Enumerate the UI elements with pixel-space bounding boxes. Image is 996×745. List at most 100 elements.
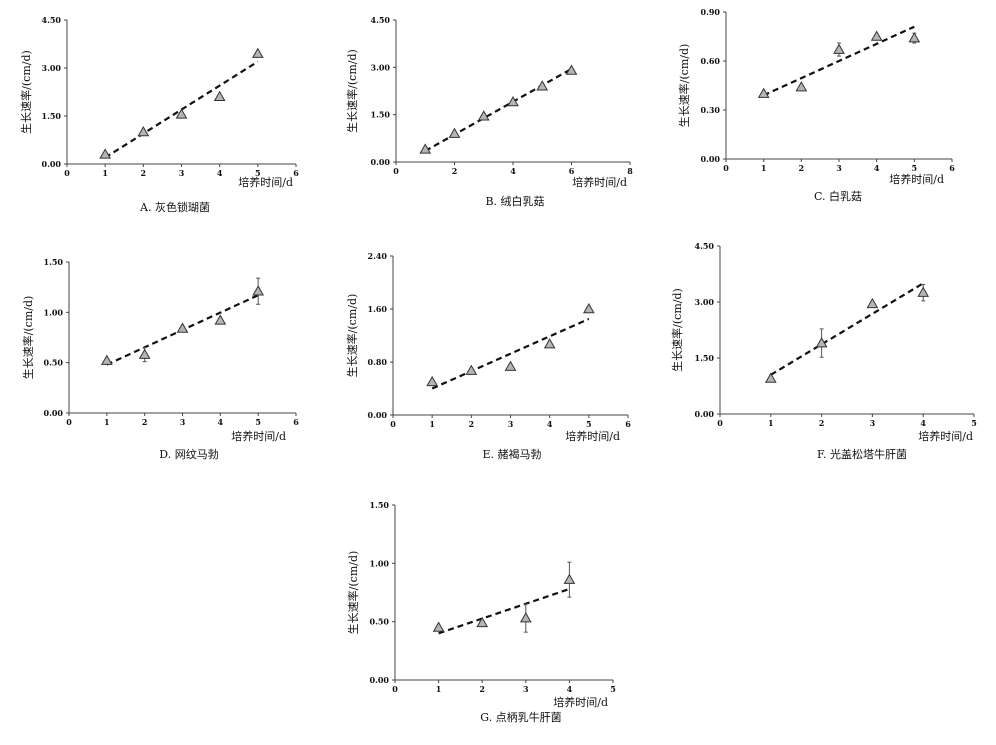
y-tick-label: 1.00 xyxy=(44,307,64,317)
y-tick-label: 0.00 xyxy=(695,409,715,419)
x-tick-label: 4 xyxy=(510,166,516,176)
data-point-triangle xyxy=(543,338,556,349)
x-tick-label: 4 xyxy=(217,168,223,178)
x-tick-label: 1 xyxy=(429,419,435,429)
y-tick-label: 0.00 xyxy=(368,410,388,420)
panel-caption: C. 白乳菇 xyxy=(814,189,862,203)
x-tick-label: 1 xyxy=(768,418,774,428)
x-tick-label: 5 xyxy=(255,417,261,427)
x-tick-label: 4 xyxy=(874,163,880,173)
data-point-triangle xyxy=(251,47,264,58)
data-point-triangle xyxy=(764,372,777,383)
y-tick-label: 1.50 xyxy=(42,111,62,121)
y-tick-label: 0.80 xyxy=(368,357,388,367)
y-tick-label: 3.00 xyxy=(42,63,62,73)
x-axis-label: 培养时间/d xyxy=(231,429,286,443)
data-point-triangle xyxy=(465,364,478,375)
data-point-triangle xyxy=(432,621,445,632)
y-tick-label: 0.60 xyxy=(701,56,721,66)
x-tick-label: 3 xyxy=(179,168,185,178)
x-tick-label: 8 xyxy=(627,166,633,176)
y-tick-label: 3.00 xyxy=(371,62,391,72)
x-tick-label: 4 xyxy=(920,418,926,428)
chart-panel: 0.00 1.50 3.00 4.50 0 1 2 3 4 5 生长速率/(cm/d) 培养时间/d F… xyxy=(670,241,977,461)
x-axis-label: 培养时间/d xyxy=(553,695,608,709)
data-point-triangle xyxy=(137,125,150,137)
chart-panel: 0.00 0.50 1.00 1.50 0 1 2 3 4 5 6 生长速率/(cm/d) 培养时间/d… xyxy=(21,257,299,461)
panel-caption: A. 灰色锁瑚菌 xyxy=(139,200,210,214)
y-tick-label: 4.50 xyxy=(42,15,62,25)
y-axis-label: 生长速率/(cm/d) xyxy=(345,294,359,378)
x-tick-label: 2 xyxy=(479,684,485,694)
y-tick-label: 0.00 xyxy=(42,159,62,169)
y-tick-label: 1.50 xyxy=(44,257,64,267)
x-tick-label: 1 xyxy=(102,168,108,178)
data-point-triangle xyxy=(175,108,188,119)
x-tick-label: 5 xyxy=(255,168,261,178)
trend-line xyxy=(770,282,924,376)
chart-panel: 0.00 0.50 1.00 1.50 0 1 2 3 4 5 生长速率/(cm/d) 培养时间/dG… xyxy=(346,500,616,724)
y-tick-label: 0.00 xyxy=(371,157,391,167)
data-point-triangle xyxy=(477,110,490,121)
x-tick-label: 0 xyxy=(66,417,72,427)
x-tick-label: 5 xyxy=(912,163,918,173)
y-tick-label: 0.50 xyxy=(44,358,64,368)
x-tick-label: 6 xyxy=(569,166,575,176)
x-tick-label: 0 xyxy=(64,168,70,178)
trend-line xyxy=(438,587,570,635)
y-tick-label: 1.50 xyxy=(370,500,390,510)
data-point-triangle xyxy=(213,90,226,102)
data-point-triangle xyxy=(419,143,432,154)
x-tick-label: 3 xyxy=(523,684,529,694)
x-tick-label: 6 xyxy=(625,419,631,429)
x-tick-label: 4 xyxy=(567,684,573,694)
y-tick-label: 0.90 xyxy=(701,7,721,17)
x-tick-label: 3 xyxy=(180,417,186,427)
data-point-triangle xyxy=(908,32,921,43)
x-tick-label: 2 xyxy=(141,168,147,178)
x-tick-label: 1 xyxy=(104,417,110,427)
x-axis-label: 培养时间/d xyxy=(889,172,944,186)
x-tick-label: 6 xyxy=(293,417,299,427)
data-point-triangle xyxy=(815,337,828,348)
x-tick-label: 4 xyxy=(547,419,553,429)
data-point-triangle xyxy=(214,314,227,325)
y-axis-label: 生长速率/(cm/d) xyxy=(19,50,33,134)
data-point-triangle xyxy=(866,297,879,309)
y-tick-label: 1.50 xyxy=(371,110,391,120)
data-point-triangle xyxy=(917,286,930,297)
data-point-triangle xyxy=(504,360,517,371)
x-tick-label: 0 xyxy=(717,418,723,428)
trend-line xyxy=(424,67,573,152)
data-point-triangle xyxy=(426,375,439,387)
y-tick-label: 0.00 xyxy=(44,408,64,418)
x-tick-label: 2 xyxy=(142,417,148,427)
data-point-triangle xyxy=(795,81,808,92)
chart-panel: 0.00 0.80 1.60 2.40 0 1 2 3 4 5 6 生长速率/(cm/d) 培养时间/d… xyxy=(345,251,631,461)
y-tick-label: 2.40 xyxy=(368,251,388,261)
x-tick-label: 5 xyxy=(586,419,592,429)
x-tick-label: 5 xyxy=(971,418,977,428)
data-point-triangle xyxy=(99,148,112,159)
y-axis-label: 生长速率/(cm/d) xyxy=(345,49,359,133)
y-tick-label: 3.00 xyxy=(695,297,715,307)
panel-caption: G. 点柄乳牛肝菌 xyxy=(480,710,561,724)
x-tick-label: 0 xyxy=(390,419,396,429)
x-tick-label: 1 xyxy=(436,684,442,694)
y-tick-label: 1.60 xyxy=(368,304,388,314)
x-tick-label: 0 xyxy=(392,684,398,694)
y-tick-label: 4.50 xyxy=(371,15,391,25)
y-tick-label: 1.00 xyxy=(370,558,390,568)
panel-caption: D. 网纹马勃 xyxy=(159,447,218,461)
data-point-triangle xyxy=(757,87,770,98)
x-tick-label: 3 xyxy=(836,163,842,173)
data-point-triangle xyxy=(100,354,113,365)
data-point-triangle xyxy=(176,322,189,333)
y-tick-label: 1.50 xyxy=(695,353,715,363)
trend-line xyxy=(763,25,915,97)
data-point-triangle xyxy=(565,64,578,75)
chart-panel: 0.00 0.30 0.60 0.90 0 1 2 3 4 5 6 生长速率/(cm/d) 培养时间/d… xyxy=(677,7,955,203)
data-point-triangle xyxy=(563,573,576,584)
x-tick-label: 1 xyxy=(761,163,767,173)
